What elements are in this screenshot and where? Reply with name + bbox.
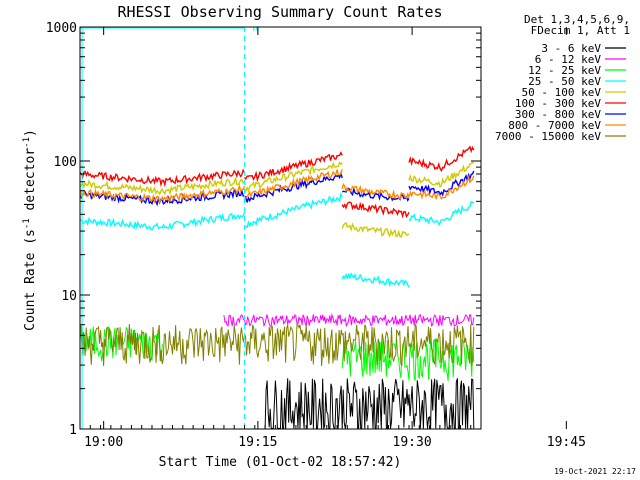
legend-entry: 3 - 6 keV <box>541 42 601 55</box>
series-group: NS <box>80 21 475 429</box>
axis-ticks: 19:0019:1519:3019:4520:0020:1520:3010001… <box>46 21 586 450</box>
legend-header: FDecim 1, Att 1 <box>531 24 630 37</box>
x-tick-label: 19:15 <box>238 435 277 450</box>
y-tick-label: 1000 <box>46 21 77 36</box>
x-axis-label: Start Time (01-Oct-02 18:57:42) <box>159 455 402 470</box>
legend-entry: 300 - 800 keV <box>515 108 601 121</box>
y-tick-label: 100 <box>54 155 77 170</box>
y-axis-label: Count Rate (s-1 detector-1) <box>22 129 38 331</box>
legend-entry: 7000 - 15000 keV <box>495 130 601 143</box>
series-line <box>80 169 475 204</box>
series-line <box>223 313 475 328</box>
timestamp-label: 19-Oct-2021 22:17 <box>554 467 636 476</box>
plot-frame <box>79 26 482 430</box>
legend-entry: 100 - 300 keV <box>515 97 601 110</box>
legend-entry: 50 - 100 keV <box>522 86 602 99</box>
series-line <box>80 323 475 367</box>
y-tick-label: 10 <box>61 289 77 304</box>
y-tick-label: 1 <box>69 423 77 438</box>
legend-entry: 800 - 7000 keV <box>508 119 601 132</box>
chart-title: RHESSI Observing Summary Count Rates <box>117 3 442 21</box>
legend: Det 1,3,4,5,6,9,FDecim 1, Att 1 3 - 6 keV… <box>495 13 630 143</box>
series-line <box>80 191 475 288</box>
legend-entry: 25 - 50 keV <box>528 75 601 88</box>
flag-label: N <box>253 21 260 34</box>
legend-header: Det 1,3,4,5,6,9, <box>524 13 630 26</box>
series-line <box>264 378 475 429</box>
x-tick-label: 19:45 <box>547 435 586 450</box>
legend-entry: 6 - 12 keV <box>535 53 602 66</box>
series-line <box>80 145 475 219</box>
series-line <box>80 161 474 238</box>
x-tick-label: 19:00 <box>84 435 123 450</box>
plot-area: NS <box>80 21 475 429</box>
x-tick-label: 19:30 <box>393 435 432 450</box>
legend-entry: 12 - 25 keV <box>528 64 601 77</box>
